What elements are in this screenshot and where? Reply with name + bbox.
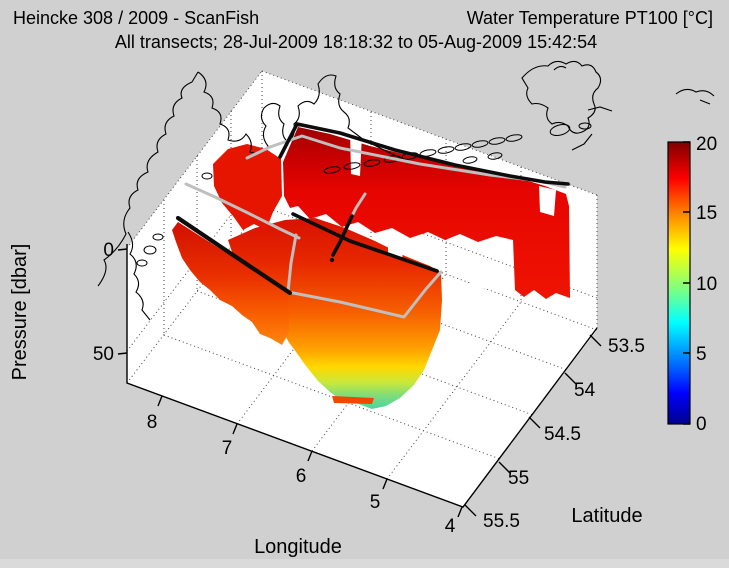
latitude-tick-53-5: 53.5 bbox=[608, 336, 645, 357]
subtitle: All transects; 28-Jul-2009 18:18:32 to 0… bbox=[115, 32, 597, 52]
pressure-axis: Pressure [dbar] 0 50 bbox=[9, 240, 114, 380]
curtain-gap bbox=[350, 131, 362, 176]
island-chain bbox=[136, 122, 592, 267]
axes-lines bbox=[117, 244, 602, 518]
pressure-tick-0: 0 bbox=[103, 240, 114, 261]
curtain-northwest-block bbox=[213, 144, 282, 230]
longitude-tick-7: 7 bbox=[222, 438, 233, 459]
curtain-central bbox=[228, 218, 442, 409]
latitude-tick-54: 54 bbox=[574, 380, 596, 401]
longitude-tick-6: 6 bbox=[296, 466, 307, 487]
longitude-tick-4: 4 bbox=[445, 516, 456, 537]
curtain-west bbox=[172, 222, 289, 345]
window-bottom-strip bbox=[0, 559, 729, 568]
coastline bbox=[97, 60, 715, 321]
curtain-gap bbox=[539, 186, 556, 216]
pressure-tick-50: 50 bbox=[93, 344, 114, 365]
pressure-axis-label: Pressure [dbar] bbox=[9, 244, 31, 381]
longitude-axis-label: Longitude bbox=[254, 536, 342, 558]
colorbar-tick-0: 0 bbox=[696, 414, 707, 435]
longitude-axis: 8 7 6 5 4 Longitude bbox=[147, 412, 456, 558]
title-left: Heincke 308 / 2009 - ScanFish bbox=[13, 8, 259, 28]
temperature-curtains bbox=[172, 127, 570, 409]
latitude-tick-55-5: 55.5 bbox=[483, 511, 520, 532]
longitude-tick-8: 8 bbox=[147, 412, 158, 433]
colorbar-tick-20: 20 bbox=[696, 134, 717, 155]
transect-dot bbox=[329, 257, 335, 263]
curtain-deep-streak bbox=[332, 396, 374, 404]
latitude-tick-54-5: 54.5 bbox=[544, 424, 581, 445]
colorbar-tick-15: 15 bbox=[696, 203, 717, 224]
transect-lines bbox=[175, 122, 570, 296]
title-right: Water Temperature PT100 [°C] bbox=[467, 8, 713, 28]
colorbar: 20 15 10 5 0 bbox=[667, 134, 717, 435]
latitude-axis-label: Latitude bbox=[571, 505, 642, 527]
latitude-axis: 53.5 54 54.5 55 55.5 Latitude bbox=[483, 336, 645, 532]
curtain-gap bbox=[471, 274, 487, 290]
latitude-tick-55: 55 bbox=[508, 468, 529, 489]
colorbar-tick-10: 10 bbox=[696, 274, 717, 295]
longitude-tick-5: 5 bbox=[370, 492, 381, 513]
colorbar-tick-5: 5 bbox=[696, 344, 707, 365]
